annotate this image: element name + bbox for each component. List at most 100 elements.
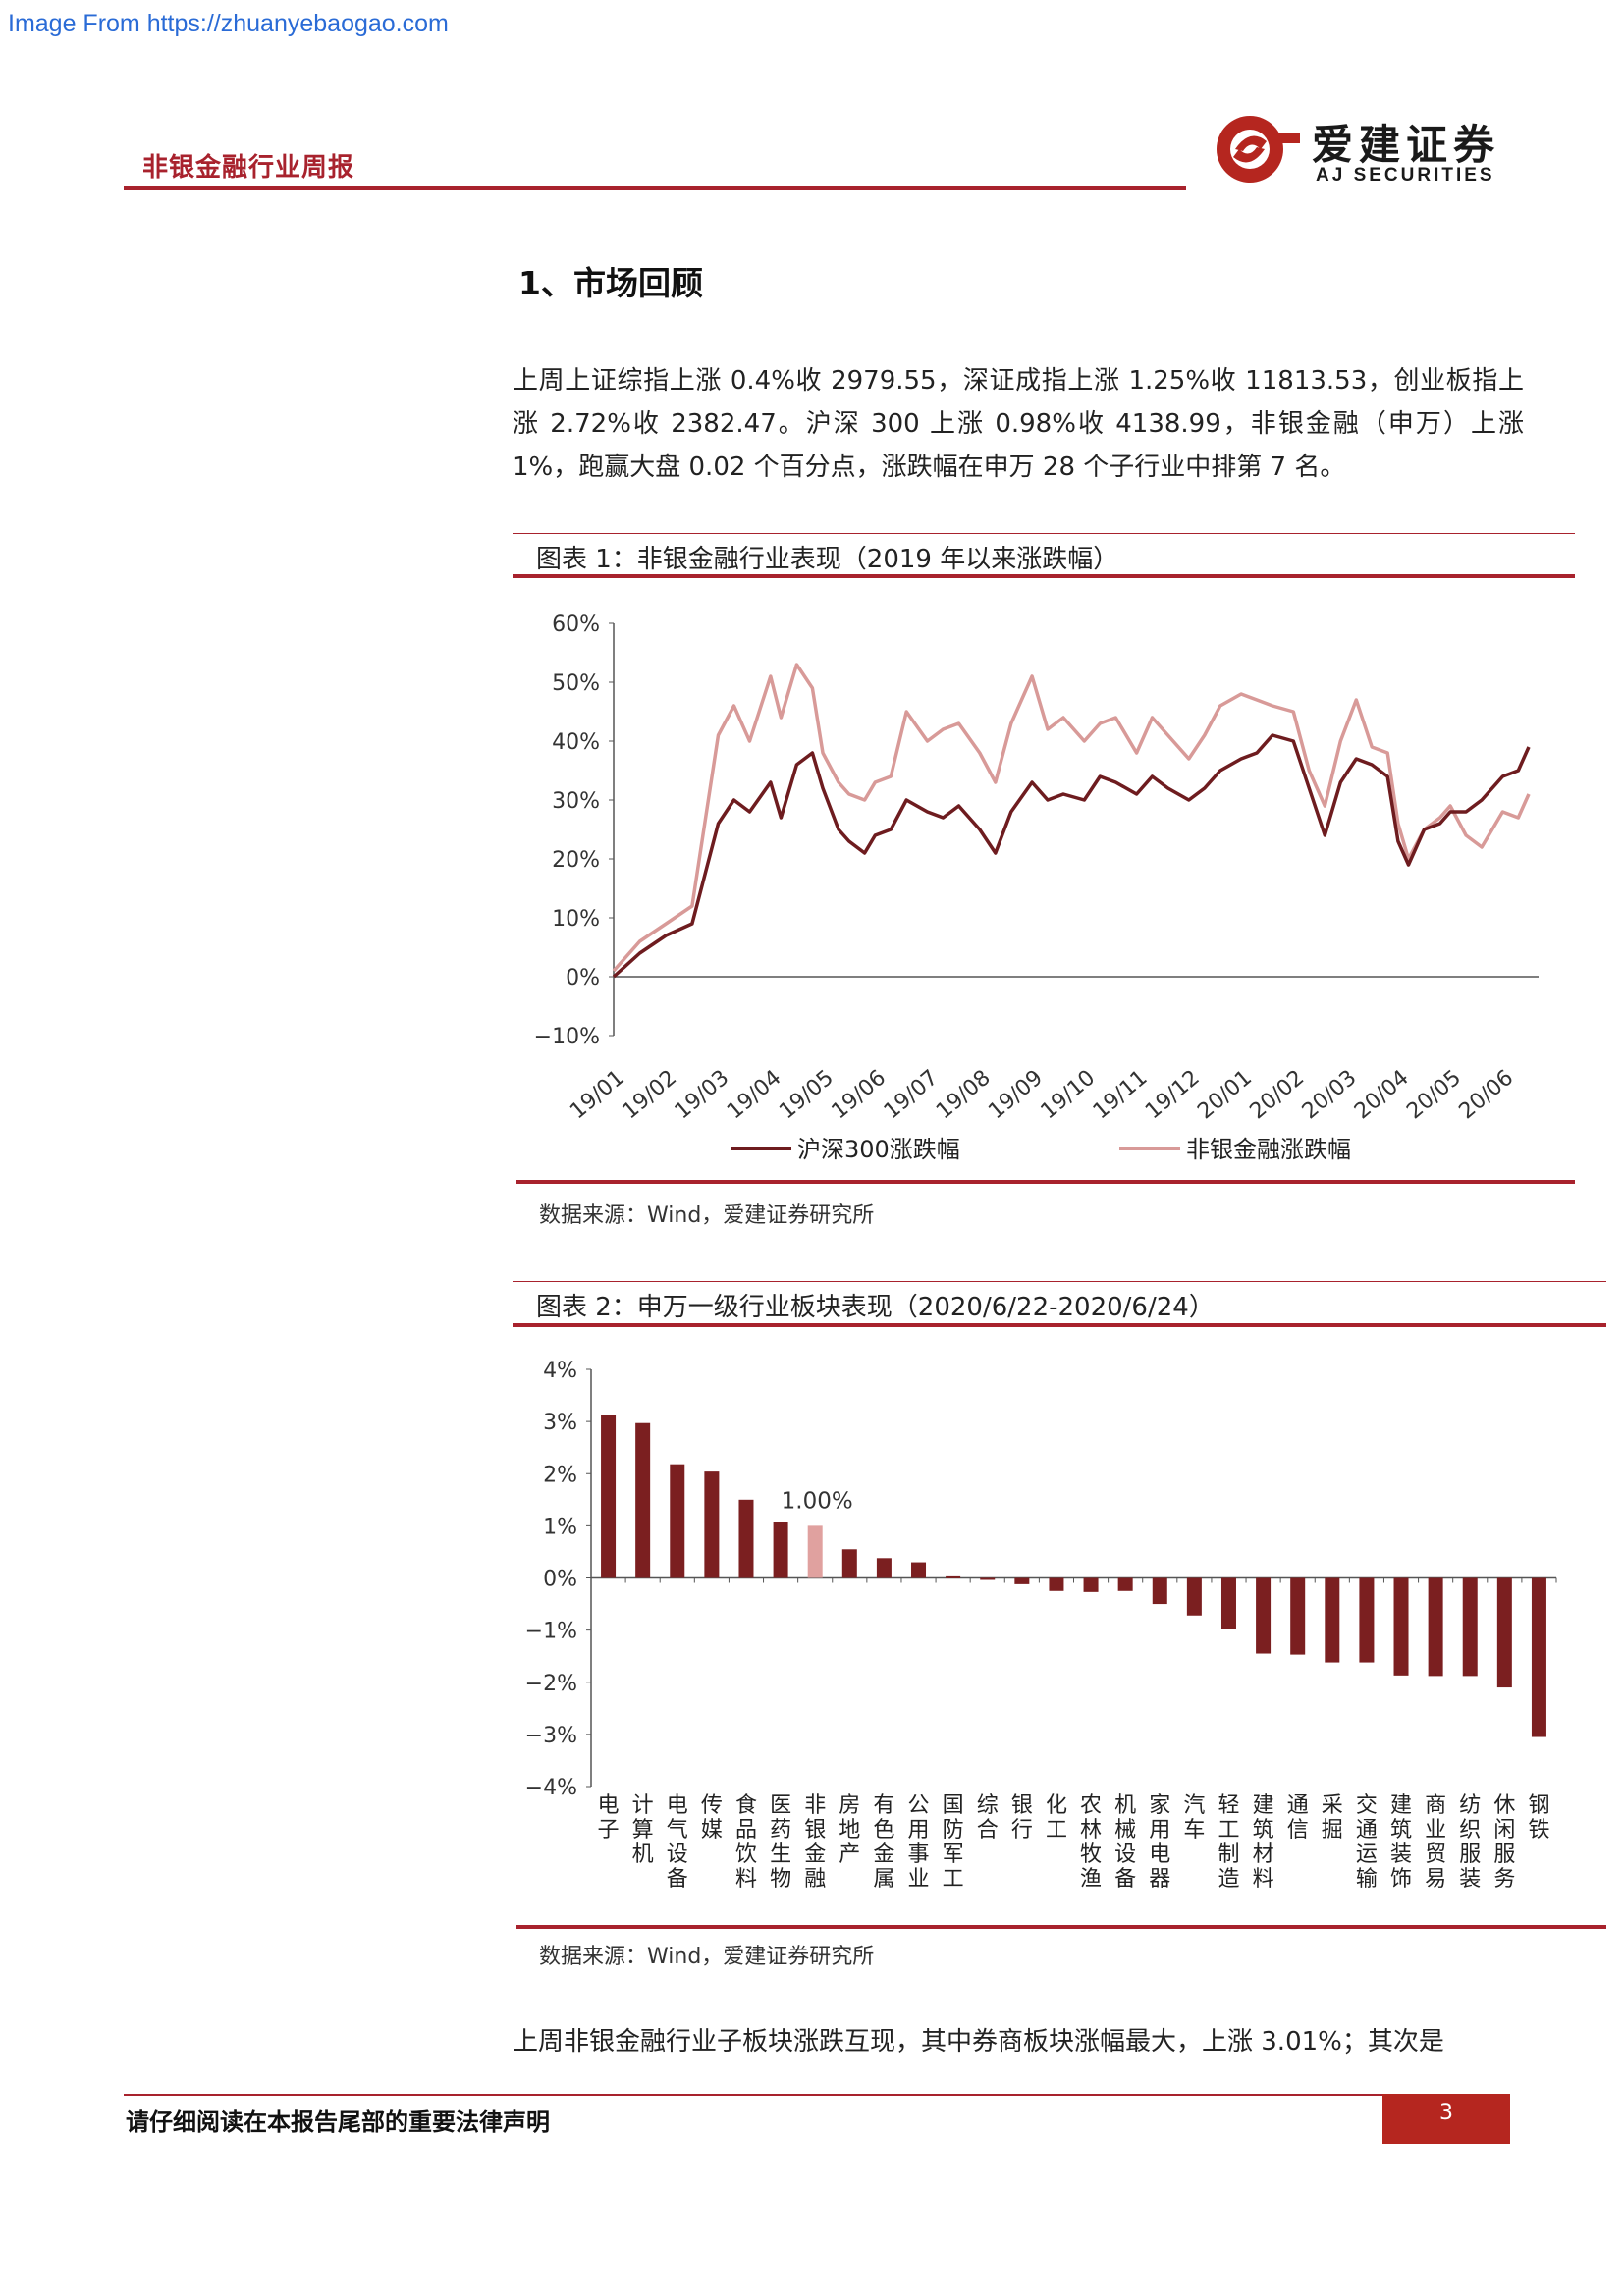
y-tick-label: 60% [552, 613, 600, 637]
figure1-source: 数据来源：Wind，爱建证券研究所 [539, 1203, 875, 1228]
bar [704, 1471, 720, 1578]
figure2-source: 数据来源：Wind，爱建证券研究所 [539, 1945, 875, 1969]
bar [738, 1499, 754, 1578]
y-tick-label: −1% [525, 1620, 577, 1644]
bar-chart-sector-performance: 4% 3% 2% 1% 0% −1% −2% −3% −4% 电子计算机电气设备传媒食品饮料医药… [525, 1359, 1557, 1892]
y-tick-label: 2% [543, 1463, 577, 1487]
bar [911, 1562, 927, 1578]
figure1-caption: 图表 1：非银金融行业表现（2019 年以来涨跌幅） [536, 545, 1119, 574]
y-tick-label: 50% [552, 671, 600, 696]
figure1-caption-rule [513, 574, 1575, 578]
bar [1531, 1577, 1546, 1737]
bar [1083, 1577, 1099, 1592]
category-label: 计算机 [632, 1793, 654, 1867]
watermark-text: Image From https://zhuanyebaogao.com [8, 10, 449, 37]
header-divider [124, 186, 1186, 190]
bar [1428, 1577, 1443, 1677]
x-tick-label: 20/04 [1350, 1065, 1414, 1124]
y-tick-label: −4% [525, 1776, 577, 1800]
bar [1359, 1577, 1375, 1663]
bar [946, 1575, 961, 1578]
paragraph-sub-sectors: 上周非银金融行业子板块涨跌互现，其中券商板块涨幅最大，上涨 3.01%；其次是 [513, 2027, 1444, 2056]
x-tick-label: 20/01 [1193, 1065, 1257, 1124]
y-tick-label: 30% [552, 789, 600, 814]
category-label: 化工 [1046, 1793, 1067, 1842]
bar [980, 1577, 996, 1580]
category-label: 建筑材料 [1253, 1793, 1274, 1892]
legend-label: 非银金融涨跌幅 [1186, 1136, 1351, 1163]
figure1-top-rule [513, 533, 1575, 534]
x-tick-label: 19/05 [775, 1065, 839, 1124]
x-tick-label: 19/07 [880, 1065, 944, 1124]
logo-chinese-name: 爱建证券 [1312, 121, 1501, 169]
x-tick-label: 19/08 [932, 1065, 996, 1124]
category-label: 商业贸易 [1425, 1793, 1446, 1892]
category-label: 通信 [1287, 1793, 1309, 1842]
y-tick-label: 3% [543, 1411, 577, 1435]
category-label: 纺织服装 [1459, 1793, 1481, 1892]
category-label: 医药生物 [770, 1793, 791, 1892]
bar [1117, 1577, 1133, 1591]
bar [1186, 1577, 1202, 1616]
legend-label: 沪深300涨跌幅 [797, 1136, 960, 1163]
bar [1325, 1577, 1340, 1663]
series-line [612, 733, 1531, 979]
figure2-top-rule [513, 1281, 1606, 1282]
report-title: 非银金融行业周报 [142, 153, 355, 183]
bar [601, 1415, 617, 1578]
y-tick-label: 4% [543, 1359, 577, 1383]
bar [807, 1525, 823, 1578]
y-tick-label: 1% [543, 1515, 577, 1539]
category-label: 交通运输 [1356, 1793, 1378, 1892]
category-label: 机械设备 [1114, 1793, 1136, 1892]
y-tick-label: 10% [552, 907, 600, 932]
footer-disclaimer: 请仔细阅读在本报告尾部的重要法律声明 [126, 2109, 550, 2136]
bar [1256, 1577, 1272, 1654]
line-chart-industry-performance: 60% 50% 40% 30% 20% 10% 0% −10% 19/0119/0219/03… [534, 613, 1539, 1163]
bar [1014, 1577, 1030, 1584]
category-label: 银行 [1011, 1793, 1033, 1842]
category-label: 钢铁 [1528, 1793, 1549, 1842]
page-number-box [1382, 2094, 1510, 2144]
category-label: 综合 [977, 1793, 999, 1842]
x-tick-label: 19/03 [671, 1065, 734, 1124]
category-label: 有色金属 [873, 1793, 894, 1892]
category-label: 农林牧渔 [1080, 1793, 1102, 1892]
x-tick-label: 19/02 [618, 1065, 681, 1124]
x-tick-label: 19/09 [984, 1065, 1048, 1124]
category-label: 电子 [598, 1793, 620, 1842]
x-tick-label: 19/10 [1037, 1065, 1101, 1124]
bar [876, 1558, 892, 1578]
figure2-caption-rule [513, 1323, 1606, 1327]
page-number: 3 [1439, 2101, 1453, 2125]
bar [773, 1522, 788, 1578]
y-tick-label: −2% [525, 1672, 577, 1696]
y-tick-label: −3% [525, 1724, 577, 1748]
section-title: 1、市场回顾 [518, 264, 703, 302]
y-tick-label: 20% [552, 848, 600, 873]
y-tick-label: 0% [566, 966, 600, 990]
footer-divider [124, 2094, 1383, 2096]
aj-securities-logo: 爱建证券 AJ SECURITIES [1206, 110, 1520, 188]
category-label: 电气设备 [667, 1793, 688, 1892]
highlight-data-label: 1.00% [782, 1488, 853, 1514]
bar [1496, 1577, 1512, 1688]
x-tick-label: 19/04 [723, 1065, 786, 1124]
category-label: 传媒 [701, 1793, 723, 1842]
bar [1393, 1577, 1409, 1676]
bar [1049, 1577, 1064, 1591]
category-label: 采掘 [1322, 1793, 1343, 1842]
bar [1220, 1577, 1236, 1629]
x-tick-label: 20/03 [1298, 1065, 1362, 1124]
figure2-caption: 图表 2：申万一级行业板块表现（2020/6/22-2020/6/24） [536, 1293, 1215, 1322]
x-tick-label: 19/11 [1089, 1065, 1153, 1124]
category-label: 食品饮料 [735, 1793, 757, 1892]
y-tick-label: −10% [534, 1025, 600, 1049]
x-tick-label: 20/06 [1455, 1065, 1519, 1124]
bar [1462, 1577, 1478, 1677]
category-label: 家用电器 [1149, 1793, 1170, 1892]
bar [635, 1422, 651, 1578]
bar [670, 1464, 685, 1578]
category-label: 建筑装饰 [1390, 1793, 1412, 1892]
category-label: 轻工制造 [1218, 1793, 1239, 1892]
